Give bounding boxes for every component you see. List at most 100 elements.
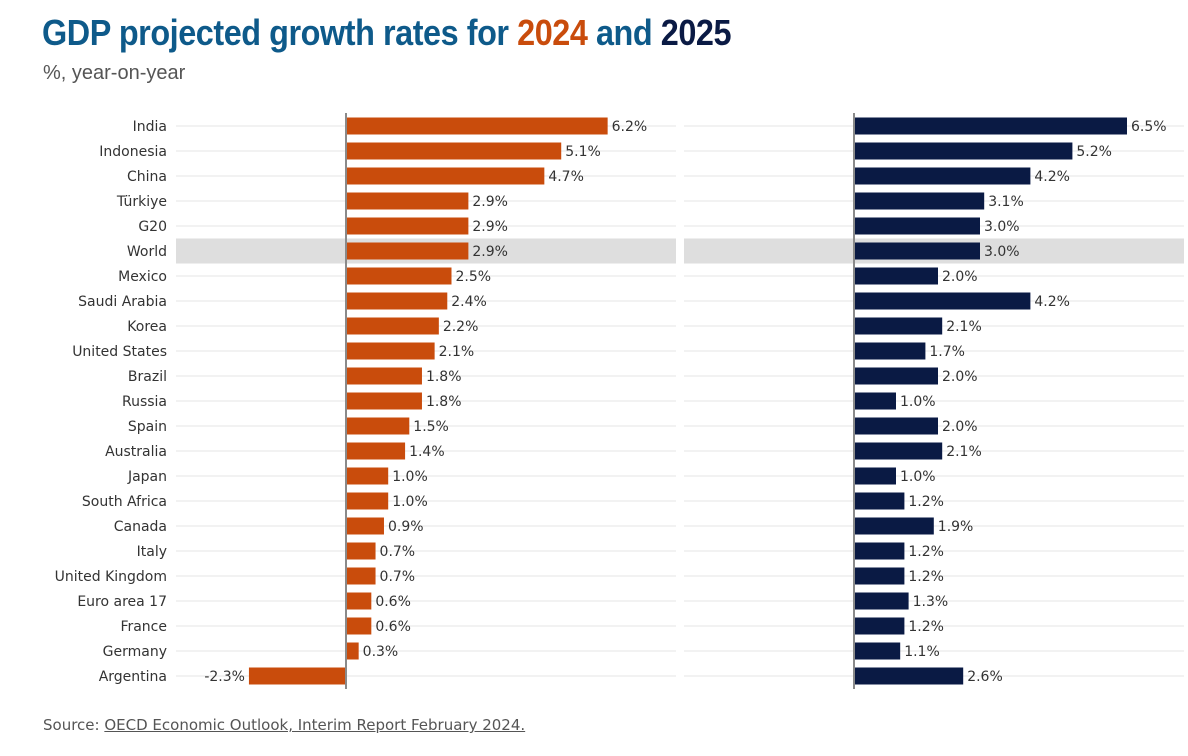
bar-2024-canada	[346, 517, 384, 535]
value-label-2024-indonesia: 5.1%	[565, 144, 601, 160]
bar-2025-india	[854, 117, 1127, 135]
bar-2025-germany	[854, 642, 901, 660]
category-label-canada: Canada	[114, 519, 167, 535]
bar-2024-united-kingdom	[346, 567, 376, 585]
title-mid: and	[587, 12, 661, 53]
bar-2024-brazil	[346, 367, 422, 385]
category-label-united-states: United States	[72, 344, 167, 360]
category-label-australia: Australia	[105, 444, 167, 460]
source-note: Source: OECD Economic Outlook, Interim R…	[43, 716, 525, 734]
bar-2025-t-rkiye	[854, 192, 985, 210]
bar-2025-argentina	[854, 667, 964, 685]
bar-2024-south-africa	[346, 492, 389, 510]
bar-2024-euro-area-17	[346, 592, 372, 610]
value-label-2025-g20: 3.0%	[984, 219, 1020, 235]
category-label-t-rkiye: Türkiye	[116, 194, 167, 210]
category-label-china: China	[127, 169, 167, 185]
category-label-germany: Germany	[103, 644, 167, 660]
bar-2024-korea	[346, 317, 439, 335]
value-label-2025-italy: 1.2%	[908, 544, 944, 560]
title-year-2025: 2025	[660, 12, 732, 53]
bar-2024-russia	[346, 392, 422, 410]
title-prefix: GDP projected growth rates for	[42, 12, 518, 53]
category-label-russia: Russia	[122, 394, 167, 410]
value-label-2024-australia: 1.4%	[409, 444, 445, 460]
bar-2024-australia	[346, 442, 406, 460]
value-label-2025-india: 6.5%	[1131, 119, 1167, 135]
source-link[interactable]: OECD Economic Outlook, Interim Report Fe…	[104, 716, 526, 734]
value-label-2024-germany: 0.3%	[363, 644, 399, 660]
category-label-world: World	[127, 244, 167, 260]
bar-2024-united-states	[346, 342, 435, 360]
category-label-italy: Italy	[137, 544, 167, 560]
value-label-2024-russia: 1.8%	[426, 394, 462, 410]
bar-2024-saudi-arabia	[346, 292, 448, 310]
value-label-2025-japan: 1.0%	[900, 469, 936, 485]
value-label-2024-t-rkiye: 2.9%	[472, 194, 508, 210]
value-label-2025-australia: 2.1%	[946, 444, 982, 460]
value-label-2025-united-states: 1.7%	[929, 344, 965, 360]
value-label-2024-argentina: -2.3%	[204, 669, 245, 685]
value-label-2025-canada: 1.9%	[938, 519, 974, 535]
bar-2025-korea	[854, 317, 943, 335]
bar-2025-japan	[854, 467, 896, 485]
value-label-2025-world: 3.0%	[984, 244, 1020, 260]
category-label-india: India	[133, 119, 167, 135]
category-label-argentina: Argentina	[99, 669, 167, 685]
category-label-south-africa: South Africa	[82, 494, 167, 510]
category-label-saudi-arabia: Saudi Arabia	[78, 294, 167, 310]
bar-2024-indonesia	[346, 142, 562, 160]
value-label-2024-brazil: 1.8%	[426, 369, 462, 385]
value-label-2024-united-states: 2.1%	[439, 344, 475, 360]
value-label-2025-russia: 1.0%	[900, 394, 936, 410]
category-label-euro-area-17: Euro area 17	[77, 594, 167, 610]
category-label-indonesia: Indonesia	[99, 144, 167, 160]
bar-2025-saudi-arabia	[854, 292, 1031, 310]
category-label-france: France	[120, 619, 167, 635]
value-label-2024-canada: 0.9%	[388, 519, 424, 535]
bar-2024-japan	[346, 467, 389, 485]
bar-2025-indonesia	[854, 142, 1073, 160]
value-label-2025-mexico: 2.0%	[942, 269, 978, 285]
title-year-2024: 2024	[517, 12, 588, 53]
value-label-2025-indonesia: 5.2%	[1076, 144, 1112, 160]
bar-2025-italy	[854, 542, 905, 560]
value-label-2024-india: 6.2%	[612, 119, 648, 135]
category-label-g20: G20	[138, 219, 167, 235]
value-label-2025-t-rkiye: 3.1%	[988, 194, 1024, 210]
value-label-2024-mexico: 2.5%	[456, 269, 492, 285]
bar-2024-china	[346, 167, 545, 185]
bar-2025-canada	[854, 517, 934, 535]
bar-2024-italy	[346, 542, 376, 560]
value-label-2024-saudi-arabia: 2.4%	[451, 294, 487, 310]
value-label-2024-euro-area-17: 0.6%	[375, 594, 411, 610]
source-prefix: Source:	[43, 716, 105, 734]
value-label-2025-argentina: 2.6%	[967, 669, 1003, 685]
value-label-2024-g20: 2.9%	[472, 219, 508, 235]
value-label-2025-china: 4.2%	[1034, 169, 1070, 185]
value-label-2024-spain: 1.5%	[413, 419, 449, 435]
bar-2025-brazil	[854, 367, 938, 385]
category-label-mexico: Mexico	[118, 269, 167, 285]
value-label-2025-saudi-arabia: 4.2%	[1034, 294, 1070, 310]
value-label-2025-united-kingdom: 1.2%	[908, 569, 944, 585]
bar-2024-argentina	[248, 667, 346, 685]
bar-2024-germany	[346, 642, 359, 660]
value-label-2025-south-africa: 1.2%	[908, 494, 944, 510]
value-label-2024-korea: 2.2%	[443, 319, 479, 335]
bar-2025-south-africa	[854, 492, 905, 510]
value-label-2025-spain: 2.0%	[942, 419, 978, 435]
category-label-japan: Japan	[127, 469, 167, 485]
value-label-2025-brazil: 2.0%	[942, 369, 978, 385]
value-label-2024-france: 0.6%	[375, 619, 411, 635]
value-label-2024-south-africa: 1.0%	[392, 494, 428, 510]
bar-2024-world	[346, 242, 469, 260]
value-label-2025-korea: 2.1%	[946, 319, 982, 335]
bar-2024-mexico	[346, 267, 452, 285]
bar-2025-spain	[854, 417, 938, 435]
chart-subtitle: %, year-on-year	[43, 62, 186, 84]
value-label-2024-japan: 1.0%	[392, 469, 428, 485]
bar-2024-spain	[346, 417, 410, 435]
category-label-united-kingdom: United Kingdom	[55, 569, 167, 585]
bar-2025-mexico	[854, 267, 938, 285]
